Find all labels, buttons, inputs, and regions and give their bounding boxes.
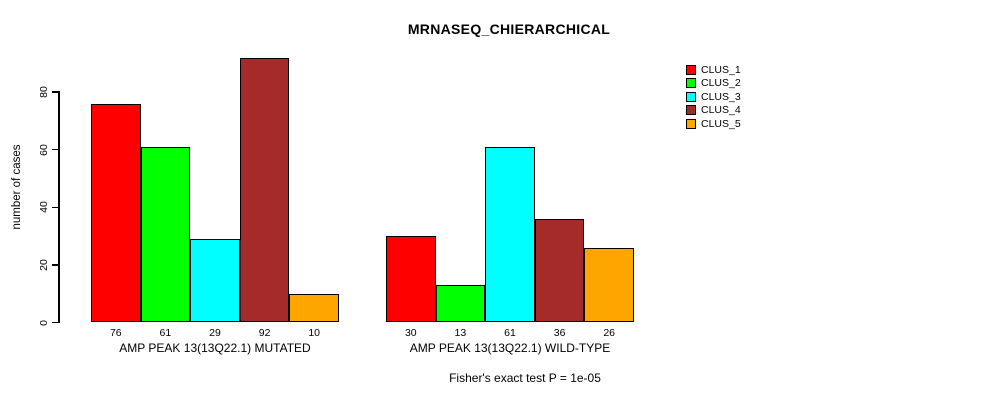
- bar-value-label: 10: [308, 327, 321, 339]
- bar-value-label: 13: [454, 327, 467, 339]
- bar-value-label: 26: [603, 327, 616, 339]
- y-axis-tick: [52, 206, 58, 209]
- y-axis-tick: [52, 91, 58, 93]
- legend-swatch: [686, 91, 696, 102]
- bar: [91, 103, 141, 323]
- y-axis-tick: [52, 148, 58, 151]
- x-group-label: AMP PEAK 13(13Q22.1) MUTATED: [119, 341, 311, 355]
- bar: [386, 236, 436, 323]
- bar-value-label: 30: [404, 327, 417, 339]
- legend-swatch: [686, 118, 696, 129]
- legend-label: CLUS_3: [701, 90, 741, 103]
- bar-value-label: 61: [159, 327, 172, 339]
- bar: [190, 238, 240, 323]
- bar: [584, 247, 634, 323]
- annotation-caption: Fisher's exact test P = 1e-05: [449, 371, 601, 385]
- x-group-label: AMP PEAK 13(13Q22.1) WILD-TYPE: [409, 341, 611, 355]
- legend-label: CLUS_4: [701, 104, 741, 117]
- bar-value-label: 36: [553, 327, 566, 339]
- y-axis-tick: [52, 264, 58, 266]
- bar: [140, 146, 191, 323]
- bar: [289, 293, 339, 323]
- bar-value-label: 92: [258, 327, 271, 339]
- chart-title: MRNASEQ_CHIERARCHICAL: [407, 21, 611, 37]
- legend-swatch: [686, 78, 696, 89]
- bar: [485, 146, 535, 323]
- y-axis-line: [58, 91, 60, 324]
- legend-swatch: [686, 105, 696, 116]
- bar: [534, 218, 585, 323]
- bar-value-label: 76: [109, 327, 122, 339]
- legend-label: CLUS_1: [701, 64, 741, 76]
- bar: [239, 57, 290, 323]
- bar: [435, 285, 486, 323]
- legend-swatch: [686, 65, 696, 75]
- bar-value-label: 29: [209, 327, 221, 339]
- y-axis-tick: [52, 321, 58, 324]
- legend-label: CLUS_5: [701, 117, 741, 130]
- legend-label: CLUS_2: [701, 77, 741, 90]
- bar-value-label: 61: [504, 327, 516, 339]
